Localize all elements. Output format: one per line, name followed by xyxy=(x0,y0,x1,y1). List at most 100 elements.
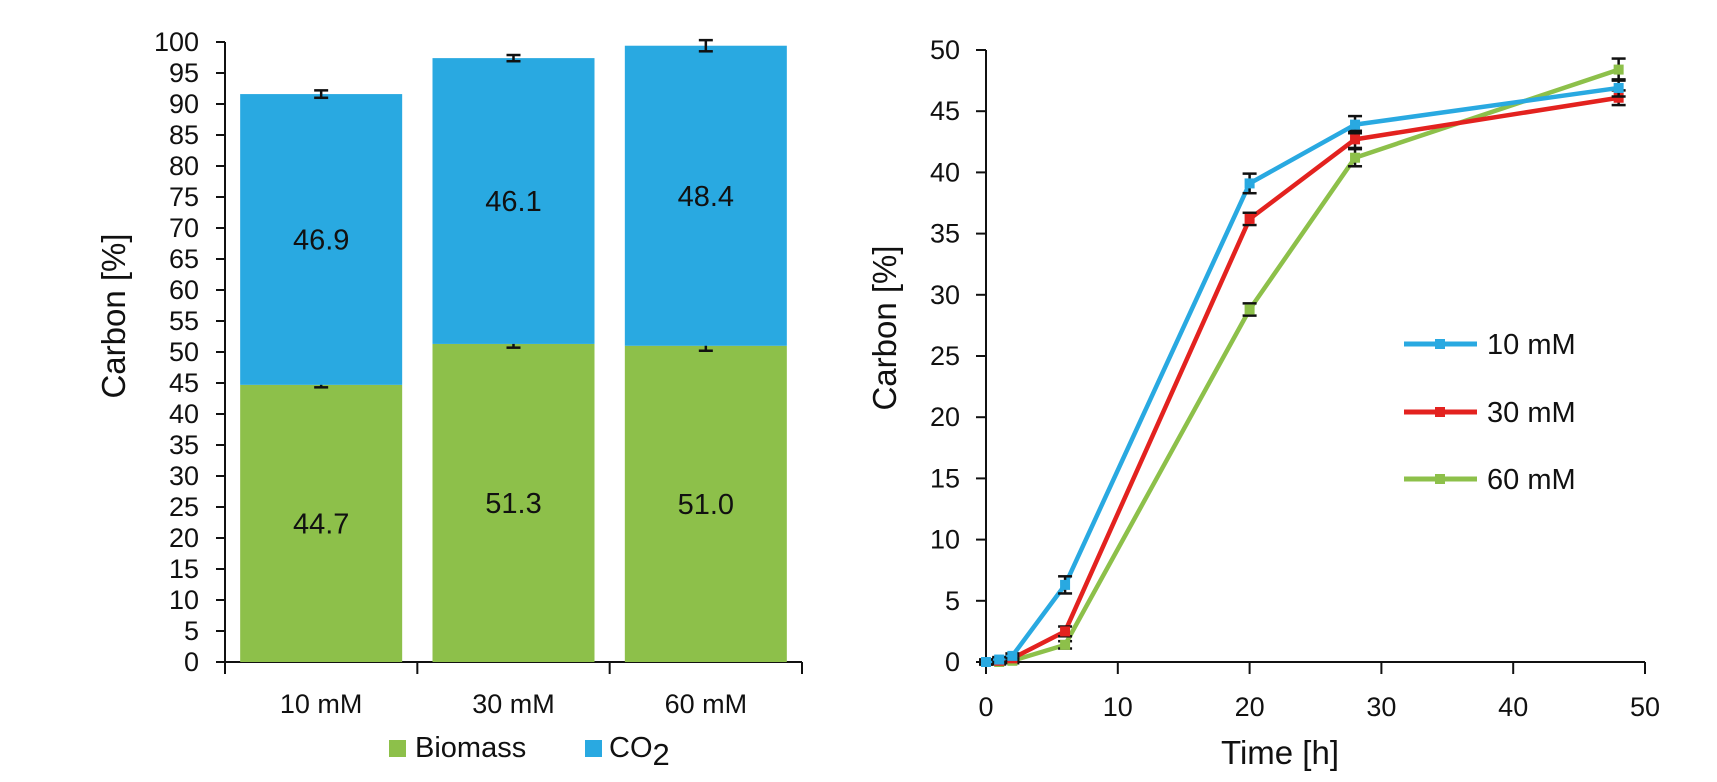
series-10mm-line xyxy=(985,85,1619,665)
series-30mm-marker xyxy=(1244,213,1255,224)
series-10mm xyxy=(979,78,1626,667)
line-chart-axes: 0 5 10 15 20 25 30 35 40 45 50 0 10 20 30 40 50 xyxy=(930,35,1660,722)
series-10mm-marker xyxy=(1613,82,1624,93)
line-chart-y-tick-label: 0 xyxy=(945,647,960,677)
bar-co2 xyxy=(624,45,787,346)
bar-error-co2 xyxy=(506,53,521,63)
line-chart-y-axis-title: Carbon [%] xyxy=(866,245,903,410)
line-chart-y-tick-label: 45 xyxy=(930,96,960,126)
bar-chart-y-tick-label: 75 xyxy=(169,182,199,212)
bar-chart-axes: 0510152025303540455055606570758085909510… xyxy=(154,27,803,719)
bar-chart-x-tick-label: 10 mM xyxy=(280,689,363,719)
bar-chart-y-tick-label: 5 xyxy=(184,616,199,646)
line-chart-y-tick-label: 50 xyxy=(930,35,960,65)
line-chart-series xyxy=(979,57,1626,667)
legend-item-10mm-marker xyxy=(1435,339,1445,349)
line-chart-y-tick-label: 40 xyxy=(930,157,960,187)
bar-biomass xyxy=(432,343,595,662)
series-60mm-marker xyxy=(1060,639,1071,650)
bar-value-label: 44.7 xyxy=(293,508,349,540)
legend-label-co2: CO2 xyxy=(609,732,670,772)
line-chart-y-tick-label: 5 xyxy=(945,586,960,616)
bar-chart-y-tick-label: 15 xyxy=(169,554,199,584)
series-30mm-line xyxy=(985,95,1619,665)
bar-co2 xyxy=(240,94,403,385)
bar-chart-y-tick-label: 100 xyxy=(154,27,199,57)
series-10mm-marker xyxy=(981,657,991,667)
bar-chart-y-tick-label: 20 xyxy=(169,523,199,553)
line-chart-x-tick-label: 20 xyxy=(1235,692,1265,722)
series-60mm-marker xyxy=(1244,304,1255,315)
stacked-bar-chart: 0510152025303540455055606570758085909510… xyxy=(95,27,803,772)
bar-chart-legend: Biomass CO2 xyxy=(389,732,670,772)
bar-chart-x-tick-label: 60 mM xyxy=(665,689,748,719)
legend-item-10mm: 10 mM xyxy=(1404,329,1576,361)
series-30mm xyxy=(979,89,1626,667)
series-10mm-marker xyxy=(994,654,1005,665)
bar-chart-x-tick-label: 30 mM xyxy=(472,689,555,719)
bar-error-co2 xyxy=(698,38,713,53)
legend-label-biomass: Biomass xyxy=(415,732,526,764)
bar-chart-y-tick-label: 50 xyxy=(169,337,199,367)
bar-chart-y-tick-label: 35 xyxy=(169,430,199,460)
series-30mm-marker xyxy=(1060,626,1071,637)
line-chart-y-tick-label: 30 xyxy=(930,280,960,310)
line-chart-y-tick-label: 35 xyxy=(930,219,960,249)
bar-chart-y-tick-label: 80 xyxy=(169,151,199,181)
bar-chart-y-tick-label: 45 xyxy=(169,368,199,398)
bar-value-label: 46.9 xyxy=(293,224,349,256)
legend-swatch-co2 xyxy=(585,740,602,757)
bar-biomass xyxy=(624,345,787,662)
legend-label-co2-subscript: 2 xyxy=(653,737,670,772)
bar-chart-y-tick-label: 95 xyxy=(169,58,199,88)
bar-biomass xyxy=(240,384,403,662)
line-chart-x-tick-label: 0 xyxy=(978,692,993,722)
line-chart-x-axis-title: Time [h] xyxy=(1221,734,1339,771)
line-chart-y-tick-label: 20 xyxy=(930,402,960,432)
bar-chart-y-tick-label: 30 xyxy=(169,461,199,491)
legend-item-30mm-label: 30 mM xyxy=(1487,397,1576,429)
bar-chart-y-tick-label: 65 xyxy=(169,244,199,274)
legend-item-30mm-marker xyxy=(1435,407,1445,417)
line-chart-y-tick-label: 10 xyxy=(930,525,960,555)
line-chart-legend: 10 mM 30 mM 60 mM xyxy=(1404,329,1576,496)
series-60mm-marker xyxy=(1350,152,1361,163)
bar-value-label: 46.1 xyxy=(485,186,541,218)
series-10mm-marker xyxy=(1350,119,1361,130)
series-10mm-marker xyxy=(1060,579,1071,590)
line-chart-x-tick-label: 40 xyxy=(1498,692,1528,722)
series-30mm-marker xyxy=(1350,134,1361,145)
bar-error-co2 xyxy=(314,89,329,100)
bar-value-label: 48.4 xyxy=(678,181,734,213)
bar-chart-y-tick-label: 60 xyxy=(169,275,199,305)
bar-chart-bars: 44.7 46.9 51.3 46.1 51.0 48.4 xyxy=(240,38,787,662)
line-chart-x-tick-label: 50 xyxy=(1630,692,1660,722)
legend-item-10mm-label: 10 mM xyxy=(1487,329,1576,361)
bar-chart-y-axis-title: Carbon [%] xyxy=(95,233,132,398)
line-chart-x-tick-label: 30 xyxy=(1366,692,1396,722)
bar-chart-y-tick-label: 40 xyxy=(169,399,199,429)
series-60mm xyxy=(979,57,1626,667)
bar-co2 xyxy=(432,58,595,344)
legend-swatch-biomass xyxy=(389,740,406,757)
bar-chart-y-tick-label: 10 xyxy=(169,585,199,615)
legend-item-60mm-marker xyxy=(1435,474,1445,484)
bar-chart-y-tick-label: 70 xyxy=(169,213,199,243)
series-60mm-marker xyxy=(1613,64,1624,75)
line-chart-y-tick-label: 25 xyxy=(930,341,960,371)
bar-value-label: 51.0 xyxy=(678,489,734,521)
legend-label-co2-main: CO xyxy=(609,732,653,764)
legend-item-60mm: 60 mM xyxy=(1404,464,1576,496)
line-chart-x-tick-label: 10 xyxy=(1103,692,1133,722)
bar-chart-y-tick-label: 90 xyxy=(169,89,199,119)
line-chart: 0 5 10 15 20 25 30 35 40 45 50 0 10 20 30 40 50 Carbon [… xyxy=(866,35,1660,771)
series-10mm-marker xyxy=(1244,178,1255,189)
bar-chart-y-tick-label: 25 xyxy=(169,492,199,522)
series-10mm-marker xyxy=(1007,650,1018,661)
bar-value-label: 51.3 xyxy=(485,488,541,520)
bar-chart-y-tick-label: 0 xyxy=(184,647,199,677)
bar-chart-y-tick-label: 55 xyxy=(169,306,199,336)
series-60mm-line xyxy=(986,67,1620,665)
legend-item-60mm-label: 60 mM xyxy=(1487,464,1576,496)
